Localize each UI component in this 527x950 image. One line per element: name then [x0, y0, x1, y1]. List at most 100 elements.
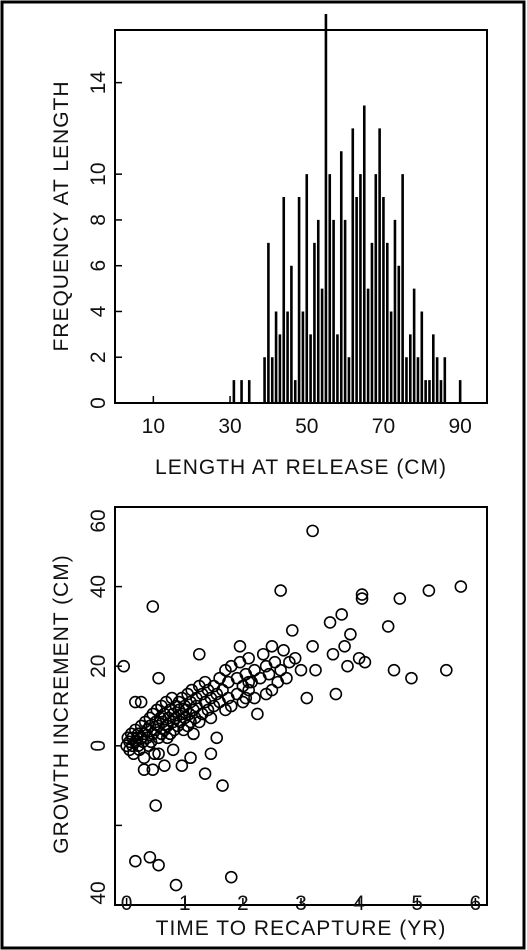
scatter-point — [184, 751, 197, 765]
scatter-point — [210, 731, 224, 745]
scatter-point — [204, 747, 218, 761]
scatter-y-ticks: 40 0 20 40 60 — [87, 506, 122, 906]
scatter-point — [265, 683, 279, 697]
scatter-point — [277, 643, 290, 657]
scatter-point — [440, 663, 453, 677]
scatter-point — [265, 639, 279, 653]
histogram-x-tick-label: 10 — [142, 415, 165, 438]
scatter-y-tick-label: 0 — [87, 740, 110, 752]
histogram-y-tick-label: 8 — [87, 214, 110, 226]
scatter-point — [355, 592, 369, 605]
scatter-x-tick-label: 0 — [121, 892, 133, 915]
scatter-point — [274, 584, 287, 597]
scatter-point — [149, 799, 162, 812]
scatter-point — [167, 723, 181, 737]
histogram-bars — [232, 13, 462, 403]
scatter-point — [129, 695, 142, 709]
scatter-panel: 0 1 2 3 4 5 6 40 0 20 40 60 TIME TO RECAPTURE (YR)… — [50, 506, 488, 940]
scatter-point — [300, 691, 314, 705]
scatter-point — [169, 878, 183, 892]
scatter-point — [256, 647, 270, 661]
scatter-y-tick-label: 40 — [87, 575, 110, 598]
histogram-plot-area — [114, 29, 488, 404]
scatter-point — [144, 735, 158, 749]
scatter-point — [216, 779, 229, 792]
scatter-point — [294, 663, 308, 677]
scatter-x-tick-label: 6 — [470, 892, 482, 915]
scatter-y-tick-label: 20 — [87, 655, 110, 678]
histogram-y-tick-label: 0 — [87, 397, 110, 409]
scatter-x-tick-label: 1 — [179, 892, 191, 915]
scatter-point — [152, 747, 165, 761]
histogram-panel: 10 30 50 70 90 0 2 4 6 8 10 14 LENGTH AT RELEASE (… — [50, 13, 488, 479]
scatter-point — [239, 691, 253, 705]
scatter-point — [134, 695, 148, 709]
scatter-point — [344, 628, 357, 641]
scatter-point — [268, 655, 282, 669]
scatter-point — [187, 727, 200, 741]
histogram-y-tick-label: 4 — [87, 305, 110, 317]
scatter-point — [192, 715, 206, 729]
scatter-point — [137, 763, 151, 776]
scatter-point — [358, 655, 372, 669]
histogram-x-tick-label: 30 — [218, 415, 241, 438]
scatter-point — [323, 616, 337, 629]
scatter-point — [306, 524, 319, 538]
scatter-point — [422, 584, 436, 597]
scatter-point — [242, 683, 255, 697]
scatter-point — [192, 647, 206, 661]
scatter-point — [285, 624, 299, 637]
scatter-point — [143, 850, 157, 864]
scatter-point — [242, 651, 255, 665]
scatter-point — [393, 592, 407, 605]
scatter-point — [306, 639, 319, 653]
histogram-x-tick-label: 70 — [372, 415, 395, 438]
histogram-y-tick-label: 14 — [87, 71, 110, 95]
scatter-point — [129, 854, 142, 868]
scatter-point — [335, 608, 348, 621]
histogram-x-tick-label: 90 — [448, 415, 471, 438]
scatter-x-axis-label: TIME TO RECAPTURE (YR) — [156, 917, 447, 940]
scatter-x-ticks: 0 1 2 3 4 5 6 — [121, 892, 481, 915]
scatter-point — [326, 647, 340, 661]
scatter-point — [152, 858, 165, 872]
scatter-point — [248, 663, 261, 677]
scatter-point — [233, 639, 247, 653]
scatter-point — [204, 711, 218, 725]
scatter-point — [329, 687, 343, 701]
scatter-point — [224, 870, 238, 884]
scatter-point — [381, 620, 395, 633]
histogram-y-ticks: 0 2 4 6 8 10 14 — [87, 71, 122, 409]
scatter-point — [355, 588, 369, 601]
scatter-point — [454, 580, 468, 593]
scatter-point — [288, 651, 302, 665]
scatter-x-tick-label: 4 — [353, 892, 365, 915]
histogram-y-tick-label: 10 — [87, 162, 110, 185]
scatter-point — [280, 671, 293, 685]
histogram-y-tick-label: 2 — [87, 351, 110, 363]
histogram-y-tick-label: 6 — [87, 260, 110, 272]
scatter-point — [405, 671, 418, 685]
histogram-x-ticks: 10 30 50 70 90 — [142, 396, 472, 438]
histogram-x-axis-label: LENGTH AT RELEASE (CM) — [155, 456, 447, 479]
scatter-point — [387, 663, 401, 677]
scatter-point — [166, 743, 180, 757]
scatter-point — [198, 767, 212, 780]
scatter-point — [338, 639, 351, 653]
scatter-point — [262, 667, 276, 681]
scatter-x-tick-label: 3 — [295, 892, 307, 915]
scatter-point — [158, 759, 171, 773]
scatter-point — [146, 763, 160, 776]
scatter-point — [341, 659, 354, 673]
scatter-y-axis-label: GROWTH INCREMENT (CM) — [50, 554, 73, 853]
histogram-x-tick-label: 50 — [295, 415, 318, 438]
scatter-points — [117, 524, 468, 892]
scatter-y-tick-label: 60 — [87, 509, 110, 532]
scatter-point — [148, 747, 161, 761]
scatter-point — [309, 663, 322, 677]
scatter-point — [274, 663, 287, 677]
scatter-point — [224, 699, 238, 713]
scatter-point — [251, 707, 264, 721]
